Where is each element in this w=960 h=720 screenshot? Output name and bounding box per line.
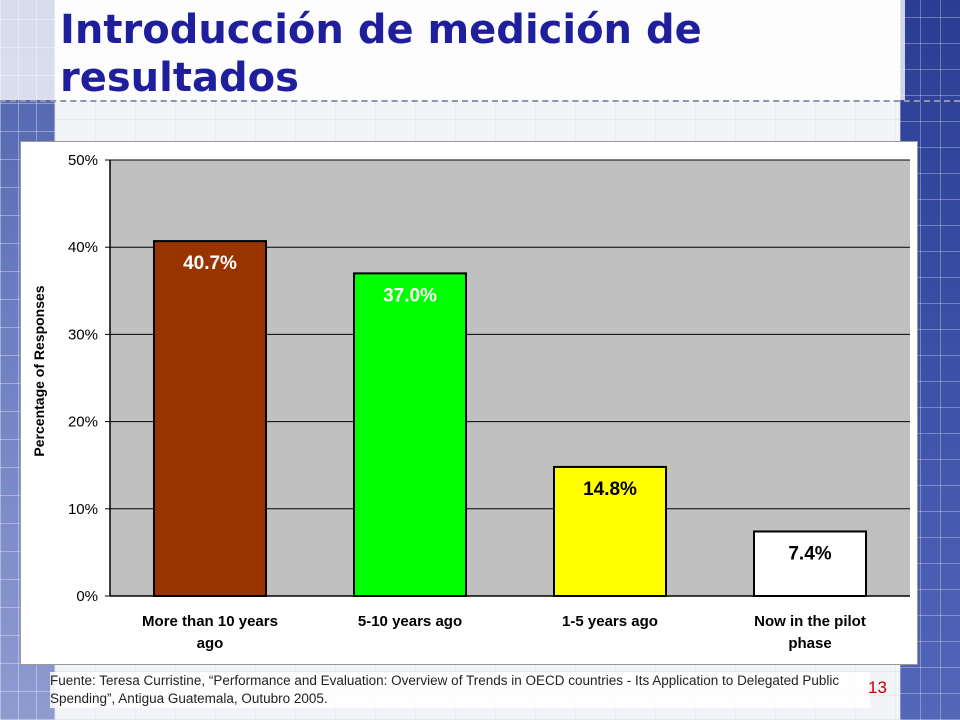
bar-data-label: 7.4% — [788, 543, 831, 564]
y-tick-label: 40% — [68, 239, 98, 256]
y-tick-label: 0% — [76, 588, 98, 605]
page-number: 13 — [868, 678, 887, 697]
y-tick-label: 30% — [68, 326, 98, 343]
chart-panel: 0% 10% 20% 30% 40% 50% Percentage of Responses… — [20, 141, 918, 665]
bar — [553, 465, 667, 597]
bar — [753, 530, 867, 597]
x-category-label: 5-10 years ago — [358, 613, 462, 630]
bar-data-label: 14.8% — [583, 479, 637, 500]
x-category-label: 1-5 years ago — [562, 613, 658, 630]
title-divider — [0, 100, 960, 102]
x-category-label: phase — [788, 635, 831, 652]
bar-chart: 0% 10% 20% 30% 40% 50% Percentage of Responses… — [31, 152, 910, 652]
source-note: Fuente: Teresa Curristine, “Performance … — [50, 672, 870, 708]
x-category-label: Now in the pilot — [754, 613, 866, 630]
y-tick-label: 10% — [68, 501, 98, 518]
bar — [153, 240, 267, 597]
y-axis-label: Percentage of Responses — [31, 285, 47, 456]
y-tick-label: 50% — [68, 152, 98, 169]
x-category-label: ago — [197, 635, 224, 652]
bar-data-label: 40.7% — [183, 253, 237, 274]
bar — [353, 272, 467, 598]
slide-title: Introducción de medición de resultados — [60, 7, 702, 101]
x-category-label: More than 10 years — [142, 613, 278, 630]
title-band — [0, 0, 905, 100]
y-tick-label: 20% — [68, 414, 98, 431]
bar-data-label: 37.0% — [383, 285, 437, 306]
